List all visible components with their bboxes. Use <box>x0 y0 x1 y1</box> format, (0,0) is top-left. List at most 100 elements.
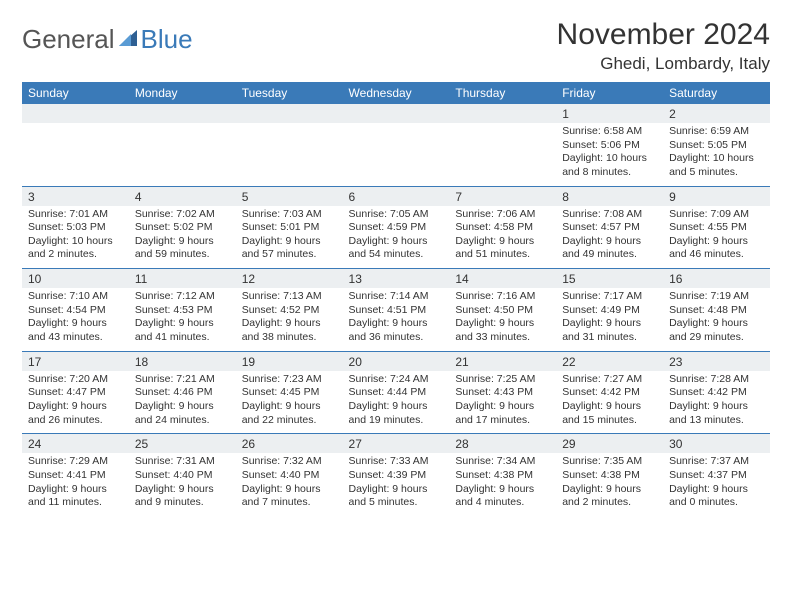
sunrise-line: Sunrise: 7:13 AM <box>242 290 337 304</box>
details-row: Sunrise: 7:20 AMSunset: 4:47 PMDaylight:… <box>22 371 770 434</box>
details-cell: Sunrise: 7:16 AMSunset: 4:50 PMDaylight:… <box>449 288 556 351</box>
day-number: 22 <box>556 352 663 371</box>
details-cell <box>22 123 129 186</box>
day-details: Sunrise: 7:05 AMSunset: 4:59 PMDaylight:… <box>343 206 450 269</box>
day-details: Sunrise: 7:28 AMSunset: 4:42 PMDaylight:… <box>663 371 770 434</box>
day-details: Sunrise: 7:35 AMSunset: 4:38 PMDaylight:… <box>556 453 663 516</box>
details-cell: Sunrise: 7:14 AMSunset: 4:51 PMDaylight:… <box>343 288 450 351</box>
details-cell: Sunrise: 7:19 AMSunset: 4:48 PMDaylight:… <box>663 288 770 351</box>
day-header: Thursday <box>449 82 556 104</box>
daynum-cell: 17 <box>22 351 129 371</box>
day-number: 30 <box>663 434 770 453</box>
day-number: 19 <box>236 352 343 371</box>
sunrise-line: Sunrise: 7:10 AM <box>28 290 123 304</box>
daylight-line: Daylight: 9 hours and 15 minutes. <box>562 400 657 427</box>
details-cell: Sunrise: 7:03 AMSunset: 5:01 PMDaylight:… <box>236 206 343 269</box>
daynum-cell: 25 <box>129 434 236 454</box>
sunrise-line: Sunrise: 7:17 AM <box>562 290 657 304</box>
daylight-line: Daylight: 9 hours and 4 minutes. <box>455 483 550 510</box>
details-cell: Sunrise: 7:10 AMSunset: 4:54 PMDaylight:… <box>22 288 129 351</box>
sunrise-line: Sunrise: 6:58 AM <box>562 125 657 139</box>
sunrise-line: Sunrise: 7:31 AM <box>135 455 230 469</box>
sunset-line: Sunset: 5:02 PM <box>135 221 230 235</box>
daylight-line: Daylight: 9 hours and 49 minutes. <box>562 235 657 262</box>
day-number: 9 <box>663 187 770 206</box>
daylight-line: Daylight: 9 hours and 19 minutes. <box>349 400 444 427</box>
day-details: Sunrise: 7:14 AMSunset: 4:51 PMDaylight:… <box>343 288 450 351</box>
daynum-cell: 28 <box>449 434 556 454</box>
day-details <box>449 123 556 179</box>
daylight-line: Daylight: 9 hours and 11 minutes. <box>28 483 123 510</box>
daylight-line: Daylight: 9 hours and 46 minutes. <box>669 235 764 262</box>
day-details <box>236 123 343 179</box>
details-cell: Sunrise: 7:31 AMSunset: 4:40 PMDaylight:… <box>129 453 236 516</box>
daylight-line: Daylight: 9 hours and 7 minutes. <box>242 483 337 510</box>
day-number: 24 <box>22 434 129 453</box>
daynum-cell: 23 <box>663 351 770 371</box>
sunrise-line: Sunrise: 7:06 AM <box>455 208 550 222</box>
day-details: Sunrise: 7:06 AMSunset: 4:58 PMDaylight:… <box>449 206 556 269</box>
details-cell: Sunrise: 7:08 AMSunset: 4:57 PMDaylight:… <box>556 206 663 269</box>
details-cell: Sunrise: 7:20 AMSunset: 4:47 PMDaylight:… <box>22 371 129 434</box>
daynum-cell: 18 <box>129 351 236 371</box>
sunset-line: Sunset: 4:37 PM <box>669 469 764 483</box>
sunrise-line: Sunrise: 7:33 AM <box>349 455 444 469</box>
sunrise-line: Sunrise: 6:59 AM <box>669 125 764 139</box>
daynum-cell: 20 <box>343 351 450 371</box>
day-details: Sunrise: 7:25 AMSunset: 4:43 PMDaylight:… <box>449 371 556 434</box>
daynum-cell: 8 <box>556 186 663 206</box>
day-details: Sunrise: 7:16 AMSunset: 4:50 PMDaylight:… <box>449 288 556 351</box>
day-number: 18 <box>129 352 236 371</box>
daylight-line: Daylight: 9 hours and 38 minutes. <box>242 317 337 344</box>
sunrise-line: Sunrise: 7:32 AM <box>242 455 337 469</box>
day-details: Sunrise: 7:33 AMSunset: 4:39 PMDaylight:… <box>343 453 450 516</box>
sunset-line: Sunset: 5:06 PM <box>562 139 657 153</box>
sunrise-line: Sunrise: 7:01 AM <box>28 208 123 222</box>
daylight-line: Daylight: 10 hours and 8 minutes. <box>562 152 657 179</box>
sunset-line: Sunset: 4:42 PM <box>562 386 657 400</box>
day-details: Sunrise: 7:20 AMSunset: 4:47 PMDaylight:… <box>22 371 129 434</box>
day-header: Wednesday <box>343 82 450 104</box>
header: General Blue November 2024 Ghedi, Lombar… <box>22 18 770 74</box>
daynum-cell: 9 <box>663 186 770 206</box>
day-number: 16 <box>663 269 770 288</box>
details-cell: Sunrise: 7:34 AMSunset: 4:38 PMDaylight:… <box>449 453 556 516</box>
daynum-row: 3456789 <box>22 186 770 206</box>
sunset-line: Sunset: 4:50 PM <box>455 304 550 318</box>
details-row: Sunrise: 7:10 AMSunset: 4:54 PMDaylight:… <box>22 288 770 351</box>
daynum-cell: 3 <box>22 186 129 206</box>
day-header: Monday <box>129 82 236 104</box>
logo-sail-icon <box>117 24 139 55</box>
daynum-cell: 12 <box>236 269 343 289</box>
day-number: 7 <box>449 187 556 206</box>
day-number: 1 <box>556 104 663 123</box>
daynum-cell: 26 <box>236 434 343 454</box>
details-cell: Sunrise: 7:02 AMSunset: 5:02 PMDaylight:… <box>129 206 236 269</box>
daynum-cell <box>22 104 129 123</box>
day-details: Sunrise: 7:24 AMSunset: 4:44 PMDaylight:… <box>343 371 450 434</box>
daynum-cell: 19 <box>236 351 343 371</box>
day-number: 29 <box>556 434 663 453</box>
daynum-row: 12 <box>22 104 770 123</box>
sunset-line: Sunset: 4:44 PM <box>349 386 444 400</box>
day-details: Sunrise: 7:21 AMSunset: 4:46 PMDaylight:… <box>129 371 236 434</box>
day-header: Tuesday <box>236 82 343 104</box>
daynum-cell: 2 <box>663 104 770 123</box>
day-number: 10 <box>22 269 129 288</box>
sunrise-line: Sunrise: 7:28 AM <box>669 373 764 387</box>
sunset-line: Sunset: 4:40 PM <box>135 469 230 483</box>
calendar-table: Sunday Monday Tuesday Wednesday Thursday… <box>22 82 770 516</box>
details-cell: Sunrise: 6:59 AMSunset: 5:05 PMDaylight:… <box>663 123 770 186</box>
details-cell <box>236 123 343 186</box>
daynum-row: 17181920212223 <box>22 351 770 371</box>
sunset-line: Sunset: 4:39 PM <box>349 469 444 483</box>
sunrise-line: Sunrise: 7:35 AM <box>562 455 657 469</box>
daynum-cell: 10 <box>22 269 129 289</box>
sunset-line: Sunset: 4:42 PM <box>669 386 764 400</box>
location-text: Ghedi, Lombardy, Italy <box>557 54 770 74</box>
day-details <box>22 123 129 179</box>
daylight-line: Daylight: 10 hours and 2 minutes. <box>28 235 123 262</box>
sunset-line: Sunset: 4:40 PM <box>242 469 337 483</box>
day-header: Sunday <box>22 82 129 104</box>
details-cell <box>343 123 450 186</box>
